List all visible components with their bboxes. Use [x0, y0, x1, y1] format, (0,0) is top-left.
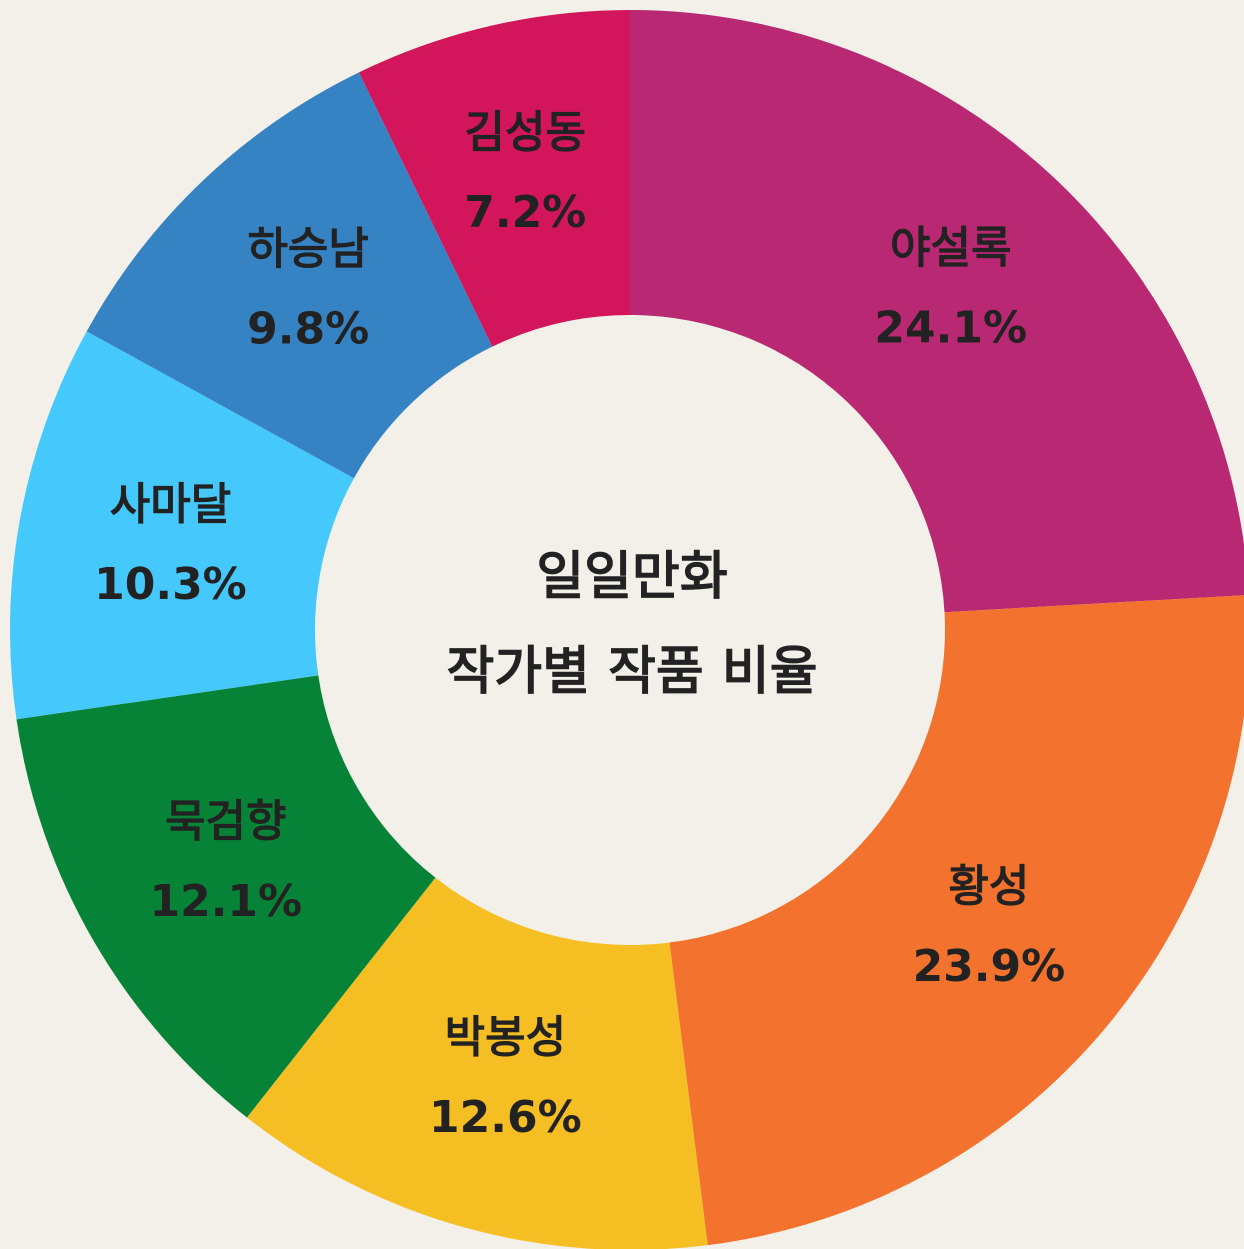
chart-title-line: 일일만화 — [536, 547, 727, 607]
slice-value-label: 23.9% — [913, 941, 1066, 992]
slice-name: 박봉성 — [445, 1012, 566, 1063]
slice-name: 하승남 — [247, 224, 368, 275]
slice-value-label: 12.1% — [149, 876, 302, 927]
slice-value-label: 10.3% — [94, 559, 247, 610]
slice-value-label: 9.8% — [247, 304, 369, 355]
slice — [669, 595, 1244, 1246]
slice — [358, 10, 630, 347]
slice — [16, 675, 436, 1118]
slice — [630, 10, 1244, 613]
slice — [246, 877, 708, 1249]
slice — [9, 331, 354, 720]
slice-value-label: 7.2% — [464, 187, 586, 238]
slice-value-label: 24.1% — [874, 303, 1027, 354]
slice-name: 묵검향 — [165, 796, 286, 847]
slice-name: 황성 — [948, 861, 1029, 912]
chart-title-line: 작가별 작품 비율 — [446, 642, 817, 702]
slices — [9, 10, 1244, 1249]
slice-value-label: 12.6% — [429, 1092, 582, 1143]
slice-name: 야설록 — [890, 223, 1011, 274]
slice-name: 김성동 — [465, 107, 586, 158]
slice — [86, 72, 493, 479]
slice-name: 사마달 — [110, 479, 231, 530]
